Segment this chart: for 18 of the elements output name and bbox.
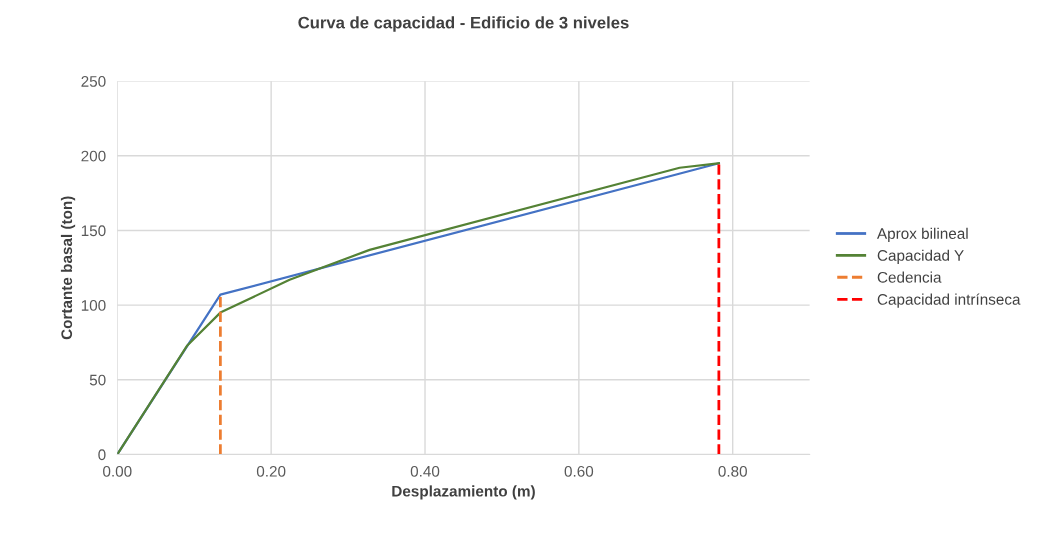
legend-label: Capacidad Y [877,249,964,264]
y-tick-label: 0 [98,449,106,461]
y-tick-label: 250 [81,76,106,87]
legend-label: Cedencia [877,271,942,283]
x-tick-label: 0.20 [256,465,286,477]
y-axis-title: Cortante basal (ton) [60,196,76,340]
x-tick-label: 0.00 [103,465,132,477]
y-tick-label: 100 [81,299,106,311]
y-tick-label: 150 [81,225,106,237]
legend-label: Aprox bilineal [876,227,968,243]
x-tick-label: 0.60 [564,465,594,477]
chart-title: Curva de capacidad - Edificio de 3 niveles [298,16,629,32]
y-tick-label: 50 [89,374,106,386]
x-tick-label: 0.80 [718,465,747,477]
x-tick-label: 0.40 [410,465,440,477]
y-tick-label: 200 [81,150,106,162]
legend-label: Capacidad intrínseca [877,293,1021,308]
x-axis-title: Desplazamiento (m) [392,485,535,500]
